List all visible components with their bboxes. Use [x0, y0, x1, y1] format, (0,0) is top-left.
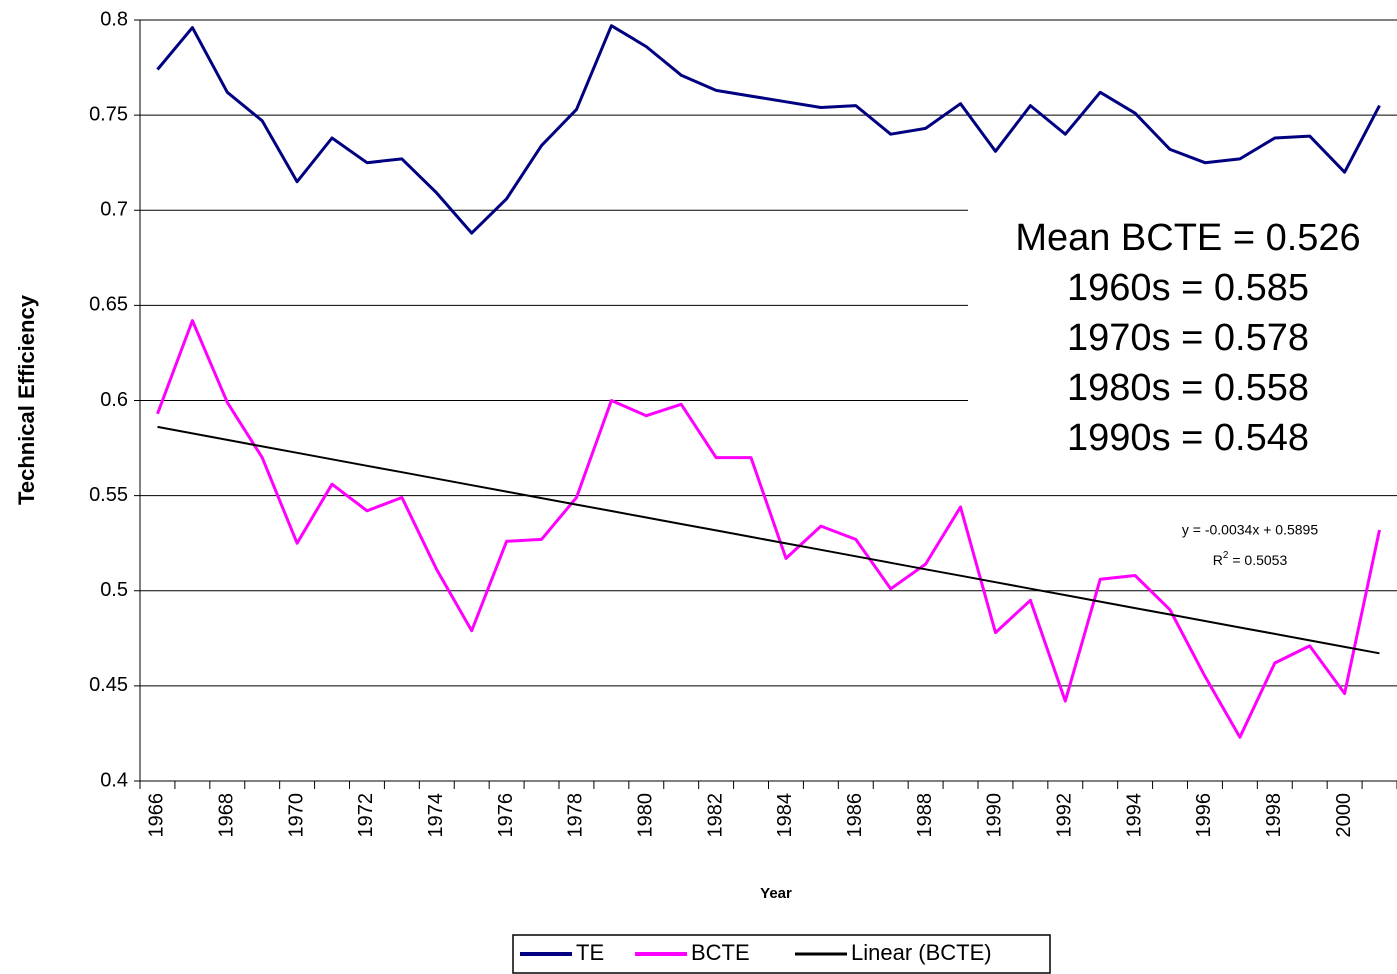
annotation: Mean BCTE = 0.526 — [1015, 217, 1360, 259]
series-line — [156, 24, 1381, 235]
legend-label: TE — [576, 940, 604, 965]
x-axis-label: Year — [760, 885, 792, 902]
x-tick-label: 1966 — [146, 793, 168, 838]
y-tick-label: 0.6 — [100, 389, 128, 411]
y-tick-label: 0.55 — [89, 484, 128, 506]
trend-r2: R2 = 0.5053 — [1213, 550, 1288, 568]
x-tick-label: 1994 — [1123, 793, 1145, 838]
series-line — [156, 319, 1381, 739]
trend-r2-part: R — [1213, 552, 1223, 568]
x-tick-label: 1970 — [285, 793, 307, 838]
x-tick-label: 1968 — [216, 793, 238, 838]
series-line — [157, 425, 1380, 655]
x-tick-label: 1990 — [984, 793, 1006, 838]
legend-box — [512, 934, 1051, 974]
y-tick-label: 0.65 — [89, 294, 128, 316]
x-tick-label: 1976 — [495, 793, 517, 838]
annotation: 1990s = 0.548 — [1067, 417, 1309, 459]
y-axis-label: Technical Efficiency — [14, 294, 39, 505]
trend-equation: y = -0.0034x + 0.5895 — [1182, 522, 1318, 538]
annotation: 1960s = 0.585 — [1067, 267, 1309, 309]
x-tick-label: 1998 — [1263, 793, 1285, 838]
y-tick-label: 0.8 — [100, 8, 128, 30]
x-tick-label: 1986 — [844, 793, 866, 838]
x-tick-label: 1982 — [704, 793, 726, 838]
annotation-box — [968, 205, 1397, 467]
y-tick-label: 0.7 — [100, 199, 128, 221]
annotation: 1980s = 0.558 — [1067, 367, 1309, 409]
x-tick-label: 1988 — [914, 793, 936, 838]
x-tick-label: 1996 — [1193, 793, 1215, 838]
trend-r2-part: 2 — [1223, 550, 1229, 561]
y-tick-label: 0.5 — [100, 579, 128, 601]
trend-r2-part: = 0.5053 — [1228, 552, 1287, 568]
annotation: 1970s = 0.578 — [1067, 317, 1309, 359]
x-tick-label: 1978 — [565, 793, 587, 838]
legend-label: Linear (BCTE) — [851, 940, 992, 965]
y-tick-label: 0.4 — [100, 769, 128, 791]
x-tick-label: 1974 — [425, 793, 447, 838]
legend-label: BCTE — [691, 940, 750, 965]
x-tick-label: 1980 — [635, 793, 657, 838]
y-tick-label: 0.75 — [89, 103, 128, 125]
x-tick-label: 1972 — [355, 793, 377, 838]
x-tick-label: 1992 — [1054, 793, 1076, 838]
x-tick-label: 2000 — [1333, 793, 1355, 838]
y-tick-label: 0.45 — [89, 674, 128, 696]
x-tick-label: 1984 — [774, 793, 796, 838]
